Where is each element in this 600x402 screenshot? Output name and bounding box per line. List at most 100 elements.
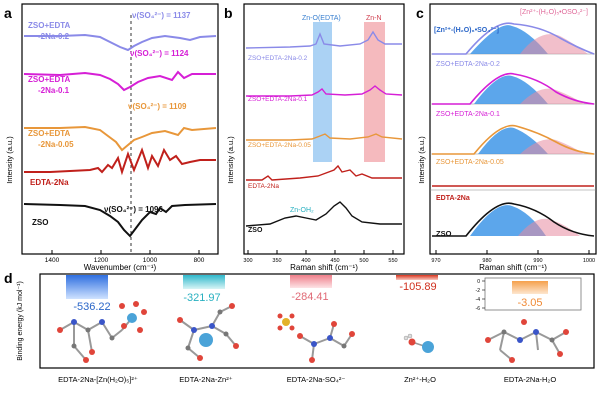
panel-d-inset-ytick: -6 bbox=[476, 306, 481, 312]
panel-a-label-zso: ZSO bbox=[32, 218, 48, 227]
panel-a-peak-s02: ν(SO₄²⁻) = 1137 bbox=[132, 11, 191, 20]
panel-d-ylabel: Binding energy (kJ mol⁻¹) bbox=[17, 281, 24, 361]
panel-c-xtick: 980 bbox=[482, 258, 491, 264]
panel-c-fill-pink-s005 bbox=[520, 139, 584, 154]
panel-a-xtick: 1000 bbox=[143, 257, 158, 264]
panel-a-peak-s01: ν(SO₄²⁻) = 1124 bbox=[130, 49, 189, 58]
panel-c-legend-2: [Zn²⁺-(H₂O)₅•OSO₃²⁻] bbox=[520, 9, 588, 16]
molecule-edta-znh2o5 bbox=[57, 301, 147, 363]
panel-a-peak-zso: ν(SO₄²⁻) = 1096 bbox=[104, 205, 164, 214]
panel-c-trace-zso bbox=[432, 202, 595, 237]
panel-b-trace-s005 bbox=[246, 133, 403, 141]
panel-d-letter: d bbox=[4, 270, 13, 286]
panel-c-trace-s005 bbox=[432, 124, 595, 155]
panel-b-trace-s02 bbox=[245, 30, 402, 49]
panel-c-trace-s01 bbox=[432, 72, 595, 105]
panel-c-ylabel: Intensity (a.u.) bbox=[417, 136, 426, 184]
panel-d-inset-ytick: -2 bbox=[476, 288, 481, 294]
panel-b-xtick: 350 bbox=[272, 258, 281, 264]
panel-a-trace-s01 bbox=[23, 70, 216, 92]
panel-d-value: -284.41 bbox=[291, 291, 328, 303]
panel-b-trace-zso bbox=[245, 201, 402, 227]
panel-a-frame bbox=[21, 3, 219, 255]
panel-a-label-edta: EDTA-2Na bbox=[30, 178, 69, 187]
panel-b-xtick: 400 bbox=[301, 258, 310, 264]
panel-a-trace-s02 bbox=[24, 33, 217, 52]
panel-b-letter: b bbox=[224, 5, 233, 21]
panel-a-label-s02-line2: -2Na-0.2 bbox=[38, 32, 70, 41]
panel-d-name: EDTA-2Na-H₂O bbox=[504, 375, 557, 384]
panel-c-xtick: 1000 bbox=[583, 258, 595, 264]
panel-b-xtick: 550 bbox=[388, 258, 397, 264]
panel-c-ticks: 970 980 990 1000 bbox=[431, 250, 595, 264]
panel-d-value: -321.97 bbox=[183, 292, 220, 304]
panel-b-trace-s01 bbox=[246, 85, 403, 97]
panel-a-label-s02-line1: ZSO+EDTA bbox=[28, 21, 71, 30]
panel-a-xlabel: Wavenumber (cm⁻¹) bbox=[84, 263, 157, 272]
panel-b-trace-edta bbox=[246, 164, 402, 181]
panel-d-bar bbox=[396, 275, 438, 280]
panel-b-band-znn-label: Zn-N bbox=[366, 15, 382, 22]
panel-a-trace-zso bbox=[23, 203, 217, 238]
panel-b-xlabel: Raman shift (cm⁻¹) bbox=[290, 263, 358, 272]
panel-d-name: EDTA-2Na-[Zn(H₂O)₅]²⁺ bbox=[58, 375, 138, 384]
molecule-edta-h2o bbox=[485, 319, 569, 363]
panel-b-band-znn bbox=[364, 22, 385, 162]
panel-d-bar bbox=[512, 281, 548, 294]
panel-a-label-s01-line2: -2Na-0.1 bbox=[38, 86, 70, 95]
panel-d-inset-ytick: -4 bbox=[476, 297, 481, 303]
panel-a-xtick: 1200 bbox=[94, 257, 109, 264]
panel-a-letter: a bbox=[4, 5, 12, 21]
panel-c-fill-pink-s01 bbox=[520, 88, 584, 104]
panel-c-label-s02: ZSO+EDTA-2Na-0.2 bbox=[436, 61, 500, 68]
molecule-zn-h2o bbox=[403, 333, 434, 353]
panel-d-bar bbox=[183, 275, 225, 289]
panel-d-frame bbox=[39, 273, 595, 369]
panel-c-frame bbox=[429, 3, 597, 255]
panel-c-trace-s02 bbox=[432, 22, 595, 55]
panel-b-xtick: 450 bbox=[330, 258, 339, 264]
panel-c-xlabel: Raman shift (cm⁻¹) bbox=[479, 263, 547, 272]
panel-c-fill-pink-zso bbox=[518, 218, 580, 236]
panel-a-ticks: 1400 1200 1000 800 bbox=[45, 250, 205, 264]
panel-c-label-s01: ZSO+EDTA-2Na-0.1 bbox=[436, 111, 500, 118]
panel-b-label-zso: ZSO bbox=[248, 227, 263, 234]
panel-b-label-edta: EDTA-2Na bbox=[248, 183, 279, 190]
panel-d-inset: 0 -2 -4 -6 bbox=[476, 277, 582, 312]
panel-b-label-s02: ZSO+EDTA-2Na-0.2 bbox=[248, 55, 308, 62]
panel-b-label-s005: ZSO+EDTA-2Na-0.05 bbox=[248, 142, 311, 149]
panel-a-label-s005-line2: -2Na-0.05 bbox=[38, 140, 74, 149]
panel-a-xtick: 800 bbox=[194, 257, 205, 264]
panel-a-trace-edta bbox=[24, 147, 216, 176]
panel-a: a Intensity (a.u.) Wavenumber (cm⁻¹) 140… bbox=[4, 3, 219, 272]
panel-d-name: EDTA-2Na-SO₄²⁻ bbox=[287, 375, 346, 384]
panel-b-band-zno bbox=[313, 22, 332, 162]
panel-a-xtick: 1400 bbox=[45, 257, 60, 264]
panel-b-ticks: 300 350 400 450 500 550 bbox=[243, 250, 398, 264]
panel-a-peak-s005: ν(SO₄²⁻) = 1109 bbox=[128, 102, 187, 111]
panel-d-bar bbox=[66, 275, 108, 299]
panel-c-legend-1: [Zn²⁺-(H₂O)₆•SO₄²⁻] bbox=[434, 27, 499, 34]
panel-b-frame bbox=[243, 3, 405, 255]
panel-a-label-s01-line1: ZSO+EDTA bbox=[28, 75, 71, 84]
panel-a-label-s005-line1: ZSO+EDTA bbox=[28, 129, 71, 138]
panel-d-name: EDTA-2Na-Zn²⁺ bbox=[179, 375, 232, 384]
panel-d: d Binding energy (kJ mol⁻¹) 0 -2 -4 -6 -… bbox=[4, 270, 595, 384]
panel-b: b Intensity (a.u.) Raman shift (cm⁻¹) Zn… bbox=[224, 3, 405, 272]
panel-c-label-edta: EDTA-2Na bbox=[436, 195, 470, 202]
molecule-edta-zn bbox=[177, 303, 239, 361]
panel-b-label-s01: ZSO+EDTA-2Na-0.1 bbox=[248, 96, 308, 103]
panel-c-xtick: 970 bbox=[431, 258, 440, 264]
panel-d-bar bbox=[290, 275, 332, 288]
panel-c-letter: c bbox=[416, 5, 424, 21]
panel-b-band-zno-label: Zn-O(EDTA) bbox=[302, 15, 341, 22]
panel-c-fill-pink-s02 bbox=[520, 34, 588, 54]
molecule-edta-so4 bbox=[277, 313, 355, 363]
panel-c-label-s005: ZSO+EDTA-2Na-0.05 bbox=[436, 159, 504, 166]
panel-b-xtick: 300 bbox=[243, 258, 252, 264]
panel-d-inset-ytick: 0 bbox=[477, 279, 480, 285]
panel-c-label-zso: ZSO bbox=[436, 229, 452, 238]
panel-d-value: -105.89 bbox=[399, 281, 436, 293]
panel-d-name: Zn²⁺-H₂O bbox=[404, 375, 436, 384]
panel-a-ylabel: Intensity (a.u.) bbox=[5, 136, 14, 184]
